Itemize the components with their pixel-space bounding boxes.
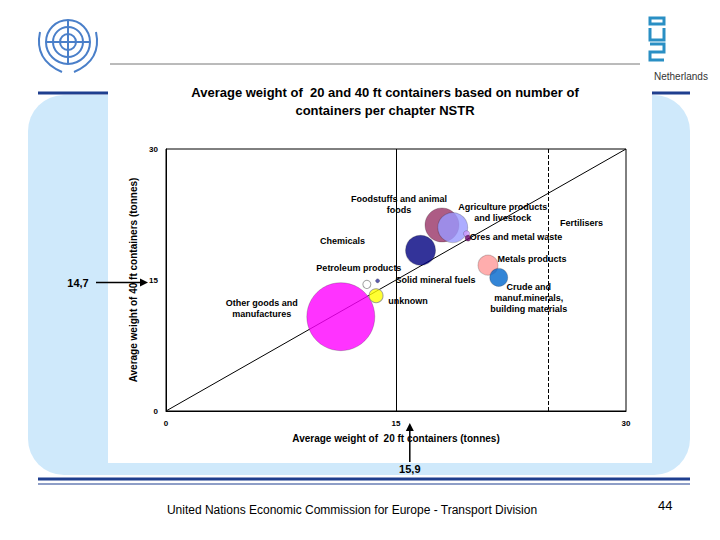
- svg-text:Foodstuffs and animal: Foodstuffs and animal: [351, 194, 447, 204]
- svg-text:manuf.minerals,: manuf.minerals,: [494, 293, 563, 303]
- svg-text:unknown: unknown: [388, 296, 428, 306]
- svg-text:Petroleum products: Petroleum products: [316, 263, 401, 273]
- svg-text:14,7: 14,7: [67, 277, 88, 289]
- svg-text:30: 30: [622, 419, 631, 428]
- svg-text:building materials: building materials: [490, 304, 567, 314]
- html-text:44: 44: [658, 498, 673, 513]
- svg-text:Solid mineral fuels: Solid mineral fuels: [396, 275, 476, 285]
- svg-text:Ores and metal waste: Ores and metal waste: [470, 232, 563, 242]
- svg-text:containers per chapter NSTR: containers per chapter NSTR: [295, 103, 475, 118]
- svg-text:30: 30: [149, 145, 158, 154]
- svg-text:15: 15: [149, 276, 158, 285]
- svg-text:and livestock: and livestock: [474, 213, 532, 223]
- svg-text:Other goods and: Other goods and: [226, 298, 298, 308]
- svg-text:Crude and: Crude and: [506, 282, 551, 292]
- svg-text:0: 0: [164, 419, 169, 428]
- svg-text:Chemicals: Chemicals: [320, 236, 365, 246]
- html-text:United Nations Economic Commis: United Nations Economic Commission for E…: [166, 503, 538, 517]
- svg-text:Fertilisers: Fertilisers: [560, 218, 603, 228]
- svg-text:Average weight of 20 ft conta: Average weight of 20 ft containers (tonn…: [292, 433, 499, 444]
- svg-text:15,9: 15,9: [399, 463, 420, 475]
- svg-text:Average weight of 40 ft contai: Average weight of 40 ft containers (tonn…: [128, 178, 139, 383]
- svg-text:Metals products: Metals products: [497, 254, 566, 264]
- svg-text:Agriculture products: Agriculture products: [458, 202, 547, 212]
- svg-text:manufactures: manufactures: [232, 309, 291, 319]
- svg-text:foods: foods: [387, 205, 412, 215]
- svg-text:0: 0: [154, 407, 159, 416]
- svg-text:Average weight of 20 and 40 f: Average weight of 20 and 40 ft container…: [191, 85, 579, 100]
- svg-text:15: 15: [392, 419, 401, 428]
- html-text:Netherlands: Netherlands: [654, 71, 708, 82]
